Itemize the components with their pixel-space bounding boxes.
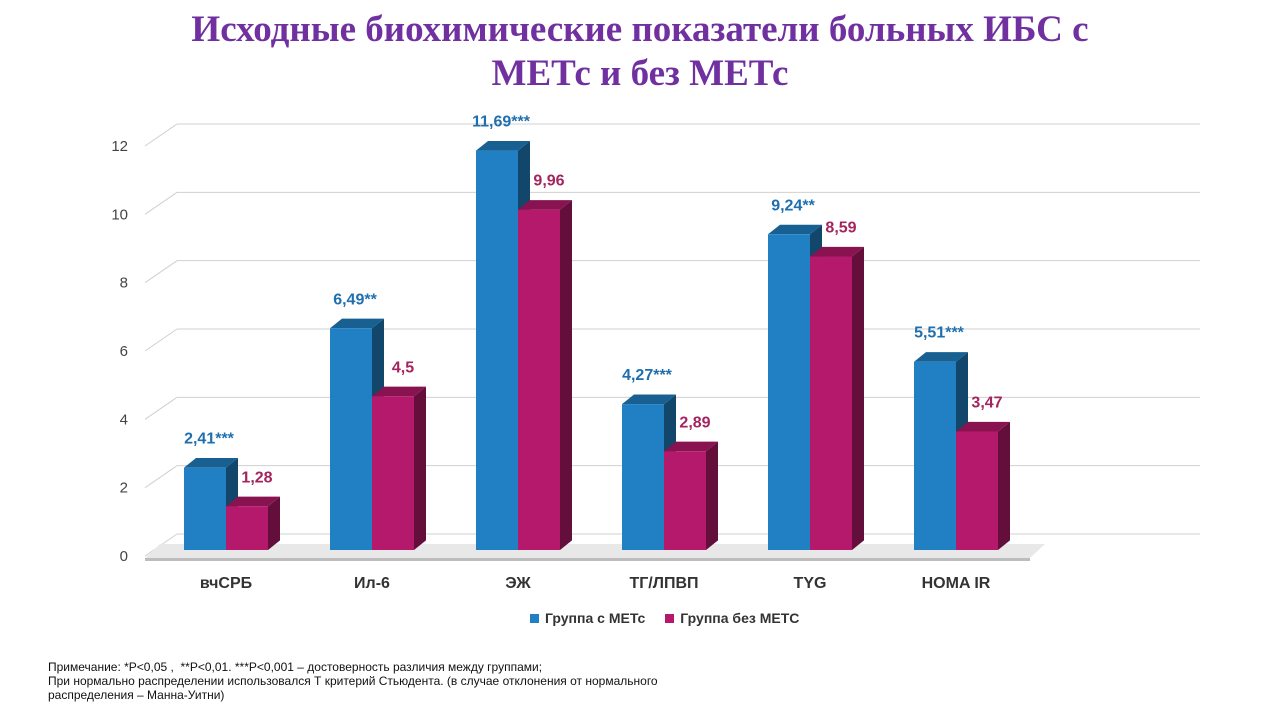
chart-title: Исходные биохимические показатели больны…	[0, 8, 1280, 96]
bar-2-5-front	[956, 431, 998, 550]
footnote-line-1: Примечание: *Р<0,05 , **Р<0,01. ***Р<0,0…	[48, 660, 543, 674]
y-tick-label-5: 10	[111, 206, 128, 223]
y-tick-label-6: 12	[111, 138, 128, 155]
data-label-2-5: 3,47	[971, 394, 1002, 411]
data-label-1-2: 11,69***	[472, 114, 531, 131]
data-label-1-1: 6,49**	[333, 291, 377, 308]
x-tick-label-0: вчСРБ	[200, 575, 252, 592]
data-label-1-3: 4,27***	[622, 367, 673, 384]
bar-1-5-top	[914, 352, 968, 362]
gridline-slant-5	[144, 191, 178, 215]
bar-2-4-side	[852, 246, 864, 551]
bar-1-3-top	[622, 394, 676, 405]
footnote-line-2: При нормально распределении использовалс…	[48, 674, 658, 688]
footnote-line-3: распределения – Манна-Уитни)	[48, 688, 225, 702]
gridline-slant-1	[144, 465, 178, 489]
gridline-slant-6	[144, 123, 178, 147]
bar-1-2-front	[476, 150, 518, 550]
data-label-2-3: 2,89	[679, 414, 710, 431]
bar-1-3-front	[622, 404, 664, 550]
x-tick-label-3: ТГ/ЛПВП	[629, 575, 698, 592]
bar-2-2-side	[560, 200, 572, 550]
bar-2-4-top	[810, 246, 864, 257]
x-tick-label-2: ЭЖ	[505, 575, 531, 592]
bar-1-0-top	[184, 458, 238, 468]
chart-floor	[145, 544, 1045, 558]
data-label-2-1: 4,5	[392, 359, 414, 376]
legend-item-series-2: Группа без МЕТС	[665, 610, 799, 626]
bar-2-4-front	[810, 256, 852, 550]
legend-label-series-1: Группа с МЕТс	[545, 610, 646, 626]
bar-2-3-front	[664, 451, 706, 550]
data-label-1-0: 2,41***	[184, 431, 235, 448]
bar-2-3-side	[706, 441, 718, 550]
footnote: Примечание: *Р<0,05 , **Р<0,01. ***Р<0,0…	[48, 660, 768, 702]
legend-item-series-1: Группа с МЕТс	[530, 610, 645, 626]
bar-1-1-top	[330, 318, 384, 329]
bar-2-1-side	[414, 386, 426, 550]
data-label-2-2: 9,96	[533, 173, 564, 190]
data-label-2-4: 8,59	[825, 220, 856, 237]
legend-label-series-2: Группа без МЕТС	[680, 610, 800, 626]
gridline-slant-2	[144, 396, 178, 420]
legend: Группа с МЕТс Группа без МЕТС	[530, 610, 799, 626]
bar-1-1-front	[330, 328, 372, 550]
y-tick-label-2: 4	[120, 411, 128, 428]
bar-2-5-side	[998, 421, 1010, 550]
data-label-2-0: 1,28	[241, 469, 272, 486]
x-tick-label-1: Ил-6	[354, 575, 390, 592]
bar-1-2-top	[476, 140, 530, 151]
gridline-slant-3	[144, 328, 178, 352]
legend-swatch-series-1	[530, 613, 539, 623]
y-tick-label-1: 2	[120, 480, 128, 497]
bar-2-0-front	[226, 506, 268, 550]
bar-2-1-front	[372, 396, 414, 550]
data-label-1-4: 9,24**	[771, 197, 815, 214]
chart-title-line-1: Исходные биохимические показатели больны…	[191, 9, 1089, 50]
x-tick-label-5: HOMA IR	[922, 575, 991, 592]
bar-2-3-top	[664, 441, 718, 452]
bar-2-0-side	[268, 496, 280, 550]
y-tick-label-0: 0	[120, 548, 128, 565]
bar-2-0-top	[226, 496, 280, 507]
bar-1-0-front	[184, 467, 226, 550]
bar-1-5-front	[914, 361, 956, 550]
bar-2-2-top	[518, 200, 572, 210]
bar-1-4-front	[768, 234, 810, 551]
y-tick-label-4: 8	[120, 275, 128, 292]
bar-2-5-top	[956, 421, 1010, 432]
legend-swatch-series-2	[665, 613, 675, 623]
bar-2-2-front	[518, 209, 560, 550]
gridline-slant-4	[144, 260, 178, 284]
chart-title-line-2: МЕТс и без МЕТс	[491, 53, 789, 94]
x-tick-label-4: TYG	[794, 575, 827, 592]
bar-2-1-top	[372, 386, 426, 397]
bar-1-4-top	[768, 224, 822, 235]
y-tick-label-3: 6	[120, 343, 128, 360]
chart-floor-edge	[145, 558, 1030, 561]
data-label-1-5: 5,51***	[914, 325, 965, 342]
